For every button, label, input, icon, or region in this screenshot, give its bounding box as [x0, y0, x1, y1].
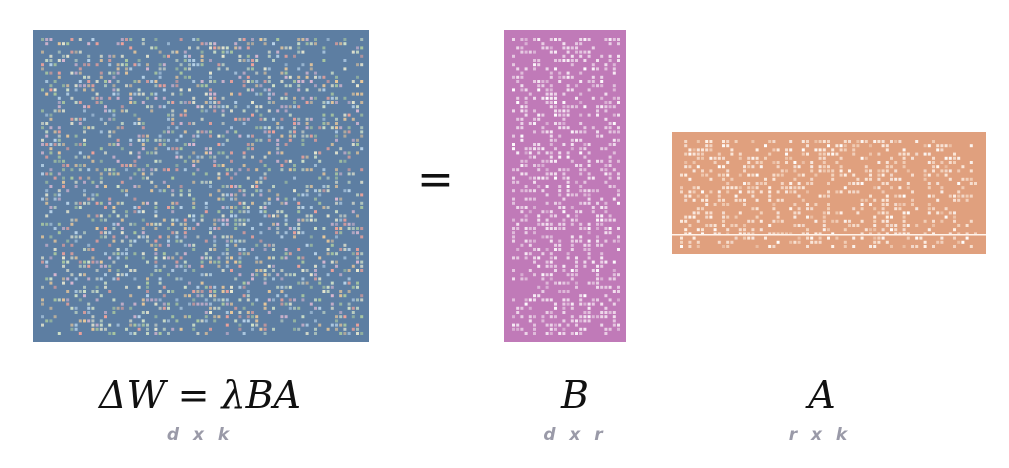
- a-matrix: [672, 132, 986, 254]
- b-dimensions: d x r: [543, 425, 607, 445]
- a-dimensions: r x k: [788, 425, 852, 445]
- a-label: A: [808, 373, 836, 417]
- delta-w-formula: ΔW = λBA: [99, 373, 301, 417]
- b-matrix: [504, 30, 626, 342]
- equals-sign: =: [417, 154, 454, 205]
- delta-w-dimensions: d x k: [166, 425, 234, 445]
- delta-w-matrix: [33, 30, 369, 342]
- b-label: B: [561, 373, 589, 417]
